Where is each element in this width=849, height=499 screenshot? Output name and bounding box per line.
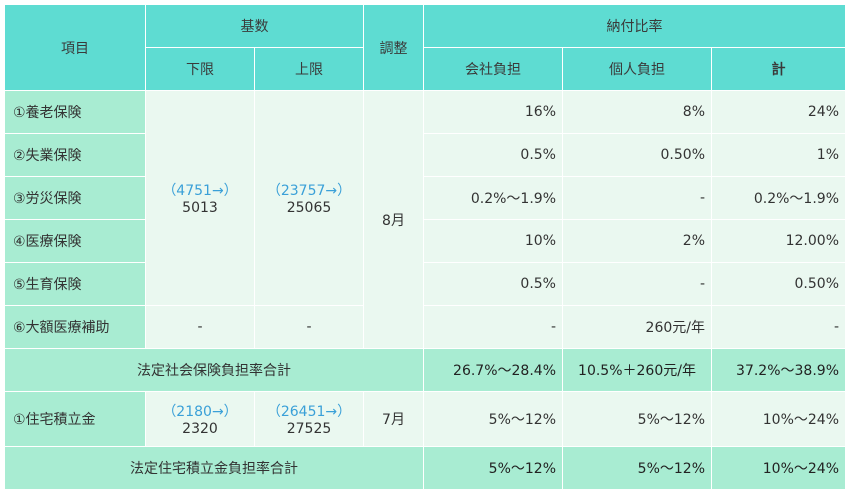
housing-name: ①住宅積立金 bbox=[4, 391, 146, 447]
row-personal: 0.50% bbox=[562, 133, 712, 177]
row-name: ③労災保険 bbox=[4, 176, 146, 220]
row-total: - bbox=[711, 305, 846, 349]
row-name: ④医療保険 bbox=[4, 219, 146, 263]
insurance-table: 項目 基数 調整 納付比率 下限 上限 会社負担 個人負担 計 ①養老保険 （4… bbox=[4, 4, 846, 490]
social-upper-old: （23757→） bbox=[266, 183, 352, 199]
social-sum-row: 法定社会保険負担率合計 26.7%～28.4% 10.5%＋260元/年 37.… bbox=[4, 348, 846, 392]
row-name: ⑤生育保険 bbox=[4, 262, 146, 306]
row-company: 0.2%～1.9% bbox=[423, 176, 563, 220]
social-lower-old: （4751→） bbox=[162, 183, 238, 199]
row-total: 24% bbox=[711, 90, 846, 134]
housing-total: 10%～24% bbox=[711, 391, 846, 447]
housing-upper-old: （26451→） bbox=[266, 404, 352, 420]
housing-personal: 5%～12% bbox=[562, 391, 712, 447]
row-name: ⑥大額医療補助 bbox=[4, 305, 146, 349]
row-company: 0.5% bbox=[423, 262, 563, 306]
social-sum-personal: 10.5%＋260元/年 bbox=[562, 348, 712, 392]
header-personal: 個人負担 bbox=[562, 47, 712, 91]
table-row: ④医療保険 10% 2% 12.00% bbox=[4, 219, 846, 263]
row-name: ②失業保険 bbox=[4, 133, 146, 177]
table-row: ②失業保険 0.5% 0.50% 1% bbox=[4, 133, 846, 177]
social-lower-new: 5013 bbox=[182, 200, 218, 216]
row-personal: - bbox=[562, 176, 712, 220]
row-total: 12.00% bbox=[711, 219, 846, 263]
housing-upper-new: 27525 bbox=[286, 421, 332, 437]
housing-adjust: 7月 bbox=[363, 391, 424, 447]
social-upper-base: （23757→） 25065 bbox=[254, 90, 364, 306]
header-ratio: 納付比率 bbox=[423, 4, 846, 48]
housing-lower-old: （2180→） bbox=[162, 404, 238, 420]
table-row: ①養老保険 （4751→） 5013 （23757→） 25065 8月 16%… bbox=[4, 90, 846, 349]
social-sum-label: 法定社会保険負担率合計 bbox=[4, 348, 424, 392]
housing-row: ①住宅積立金 （2180→） 2320 （26451→） 27525 7月 5%… bbox=[4, 391, 846, 447]
social-sum-company: 26.7%～28.4% bbox=[423, 348, 563, 392]
row-upper: - bbox=[254, 305, 364, 349]
row-lower: - bbox=[145, 305, 255, 349]
row-total: 0.2%～1.9% bbox=[711, 176, 846, 220]
row-personal: - bbox=[562, 262, 712, 306]
row-company: 16% bbox=[423, 90, 563, 134]
header-base: 基数 bbox=[145, 4, 364, 48]
row-company: 10% bbox=[423, 219, 563, 263]
housing-sum-label: 法定住宅積立金負担率合計 bbox=[4, 446, 424, 490]
header-adjust: 調整 bbox=[363, 4, 424, 91]
table-row: ⑤生育保険 0.5% - 0.50% bbox=[4, 262, 846, 306]
row-personal: 2% bbox=[562, 219, 712, 263]
housing-sum-company: 5%～12% bbox=[423, 446, 563, 490]
row-name: ①養老保険 bbox=[4, 90, 146, 134]
table-row: ⑥大額医療補助 - - - 260元/年 - bbox=[4, 305, 846, 349]
row-total: 1% bbox=[711, 133, 846, 177]
header-item: 項目 bbox=[4, 4, 146, 91]
housing-sum-row: 法定住宅積立金負担率合計 5%～12% 5%～12% 10%～24% bbox=[4, 446, 846, 490]
housing-upper-base: （26451→） 27525 bbox=[254, 391, 364, 447]
row-personal: 260元/年 bbox=[562, 305, 712, 349]
table-row: ③労災保険 0.2%～1.9% - 0.2%～1.9% bbox=[4, 176, 846, 220]
header-company: 会社負担 bbox=[423, 47, 563, 91]
social-sum-total: 37.2%～38.9% bbox=[711, 348, 846, 392]
social-upper-new: 25065 bbox=[286, 200, 332, 216]
header-lower: 下限 bbox=[145, 47, 255, 91]
row-company: 0.5% bbox=[423, 133, 563, 177]
housing-lower-new: 2320 bbox=[182, 421, 218, 437]
row-company: - bbox=[423, 305, 563, 349]
header-upper: 上限 bbox=[254, 47, 364, 91]
row-total: 0.50% bbox=[711, 262, 846, 306]
social-lower-base: （4751→） 5013 bbox=[145, 90, 255, 306]
housing-company: 5%～12% bbox=[423, 391, 563, 447]
social-adjust: 8月 bbox=[363, 90, 424, 349]
housing-sum-total: 10%～24% bbox=[711, 446, 846, 490]
housing-lower-base: （2180→） 2320 bbox=[145, 391, 255, 447]
header-total: 計 bbox=[711, 47, 846, 91]
housing-sum-personal: 5%～12% bbox=[562, 446, 712, 490]
row-personal: 8% bbox=[562, 90, 712, 134]
